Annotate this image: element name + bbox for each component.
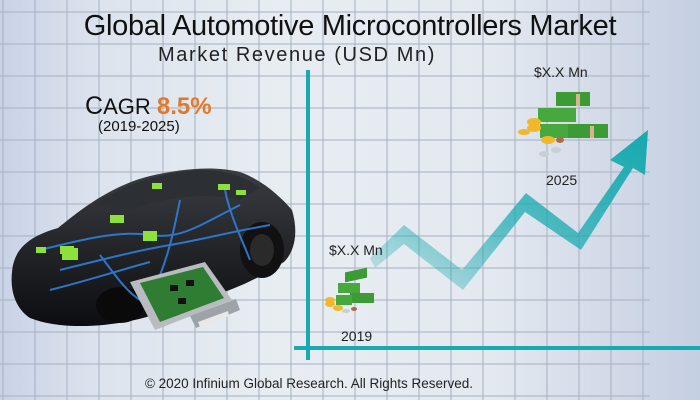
money-stack-icon-2025	[518, 92, 608, 157]
value-label-2019: $X.X Mn	[329, 242, 383, 258]
growth-arrow-icon	[370, 130, 648, 290]
value-label-2025: $X.X Mn	[534, 64, 588, 80]
ecu-circuit-board-icon	[130, 262, 240, 330]
year-label-2025: 2025	[546, 172, 578, 188]
copyright-footer: © 2020 Infinium Global Research. All Rig…	[144, 376, 474, 391]
year-label-2019: 2019	[341, 328, 373, 344]
cagr-period: (2019-2025)	[98, 118, 180, 135]
page-title: Global Automotive Microcontrollers Marke…	[83, 10, 617, 42]
y-axis	[306, 70, 310, 360]
x-axis	[294, 346, 700, 350]
money-stack-icon-2019	[325, 267, 374, 313]
cagr-label: CAGR 8.5%	[85, 92, 212, 120]
page-subtitle: Market Revenue (USD Mn)	[158, 44, 436, 66]
cagr-value: 8.5%	[156, 93, 212, 120]
